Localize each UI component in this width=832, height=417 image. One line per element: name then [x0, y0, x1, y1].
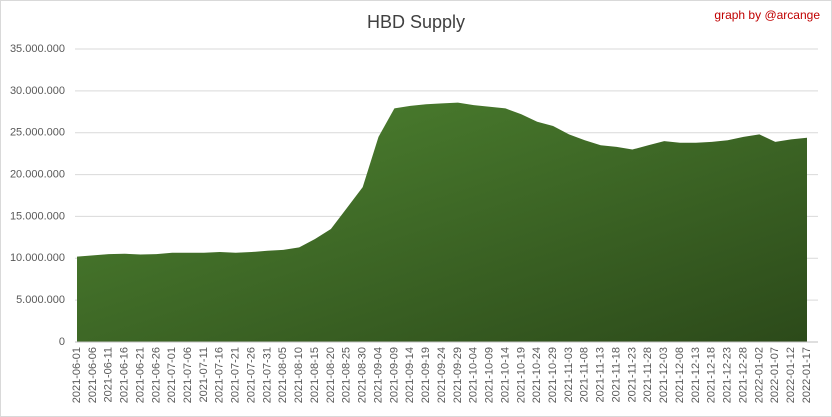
x-tick-label: 2021-08-10 [293, 347, 305, 403]
credit: graph by @arcange [714, 8, 820, 22]
x-tick-label: 2021-09-09 [388, 347, 400, 403]
x-tick-label: 2021-06-11 [103, 347, 115, 402]
x-tick-label: 2021-09-14 [404, 347, 416, 403]
x-tick-label: 2022-01-07 [769, 347, 781, 403]
x-tick-label: 2021-06-06 [87, 347, 99, 403]
x-tick-label: 2021-11-13 [595, 347, 607, 402]
x-tick-label: 2021-08-25 [341, 347, 353, 403]
x-tick-label: 2022-01-02 [753, 347, 765, 403]
x-tick-label: 2021-11-08 [579, 347, 591, 402]
x-tick-label: 2021-10-09 [484, 347, 496, 403]
y-tick-label: 30.000.000 [10, 85, 65, 97]
x-tick-label: 2021-11-03 [563, 347, 575, 402]
chart-title: HBD Supply [367, 12, 465, 32]
x-tick-label: 2021-07-26 [245, 347, 257, 403]
x-tick-label: 2021-06-26 [150, 347, 162, 403]
x-tick-label: 2021-10-19 [515, 347, 527, 403]
x-tick-label: 2021-10-24 [531, 347, 543, 403]
x-tick-label: 2021-08-15 [309, 347, 321, 403]
x-tick-label: 2021-12-13 [690, 347, 702, 403]
x-tick-label: 2021-12-23 [722, 347, 734, 403]
y-tick-label: 20.000.000 [10, 168, 65, 180]
y-tick-label: 35.000.000 [10, 43, 65, 55]
x-tick-label: 2021-08-05 [277, 347, 289, 403]
x-tick-label: 2021-07-16 [214, 347, 226, 403]
y-tick-label: 0 [59, 336, 65, 348]
x-tick-label: 2021-07-11 [198, 347, 210, 402]
x-tick-label: 2022-01-17 [801, 347, 813, 403]
x-tick-label: 2021-09-29 [452, 347, 464, 403]
x-tick-label: 2021-07-21 [230, 347, 242, 403]
x-tick-label: 2021-06-01 [71, 347, 83, 403]
y-tick-label: 25.000.000 [10, 127, 65, 139]
x-tick-label: 2021-07-06 [182, 347, 194, 403]
x-tick-label: 2021-10-14 [499, 347, 511, 403]
x-tick-label: 2021-12-18 [706, 347, 718, 403]
x-tick-label: 2021-08-20 [325, 347, 337, 403]
x-tick-label: 2021-11-23 [626, 347, 638, 402]
area [77, 102, 807, 342]
x-tick-label: 2022-01-12 [785, 347, 797, 403]
x-tick-label: 2021-09-19 [420, 347, 432, 403]
x-tick-label: 2021-12-03 [658, 347, 670, 403]
x-tick-label: 2021-09-24 [436, 347, 448, 403]
x-tick-label: 2021-07-01 [166, 347, 178, 403]
x-tick-label: 2021-06-16 [119, 347, 131, 403]
x-tick-label: 2021-10-04 [468, 347, 480, 403]
y-tick-label: 5.000.000 [16, 294, 65, 306]
x-tick-label: 2021-12-08 [674, 347, 686, 403]
x-tick-label: 2021-11-28 [642, 347, 654, 402]
y-tick-label: 10.000.000 [10, 252, 65, 264]
x-tick-label: 2021-07-31 [261, 347, 273, 403]
x-tick-label: 2021-06-21 [134, 347, 146, 403]
y-tick-label: 15.000.000 [10, 210, 65, 222]
x-tick-label: 2021-10-29 [547, 347, 559, 403]
x-tick-label: 2021-09-04 [372, 347, 384, 403]
x-tick-label: 2021-08-30 [357, 347, 369, 403]
x-tick-label: 2021-11-18 [610, 347, 622, 402]
x-tick-label: 2021-12-28 [737, 347, 749, 403]
